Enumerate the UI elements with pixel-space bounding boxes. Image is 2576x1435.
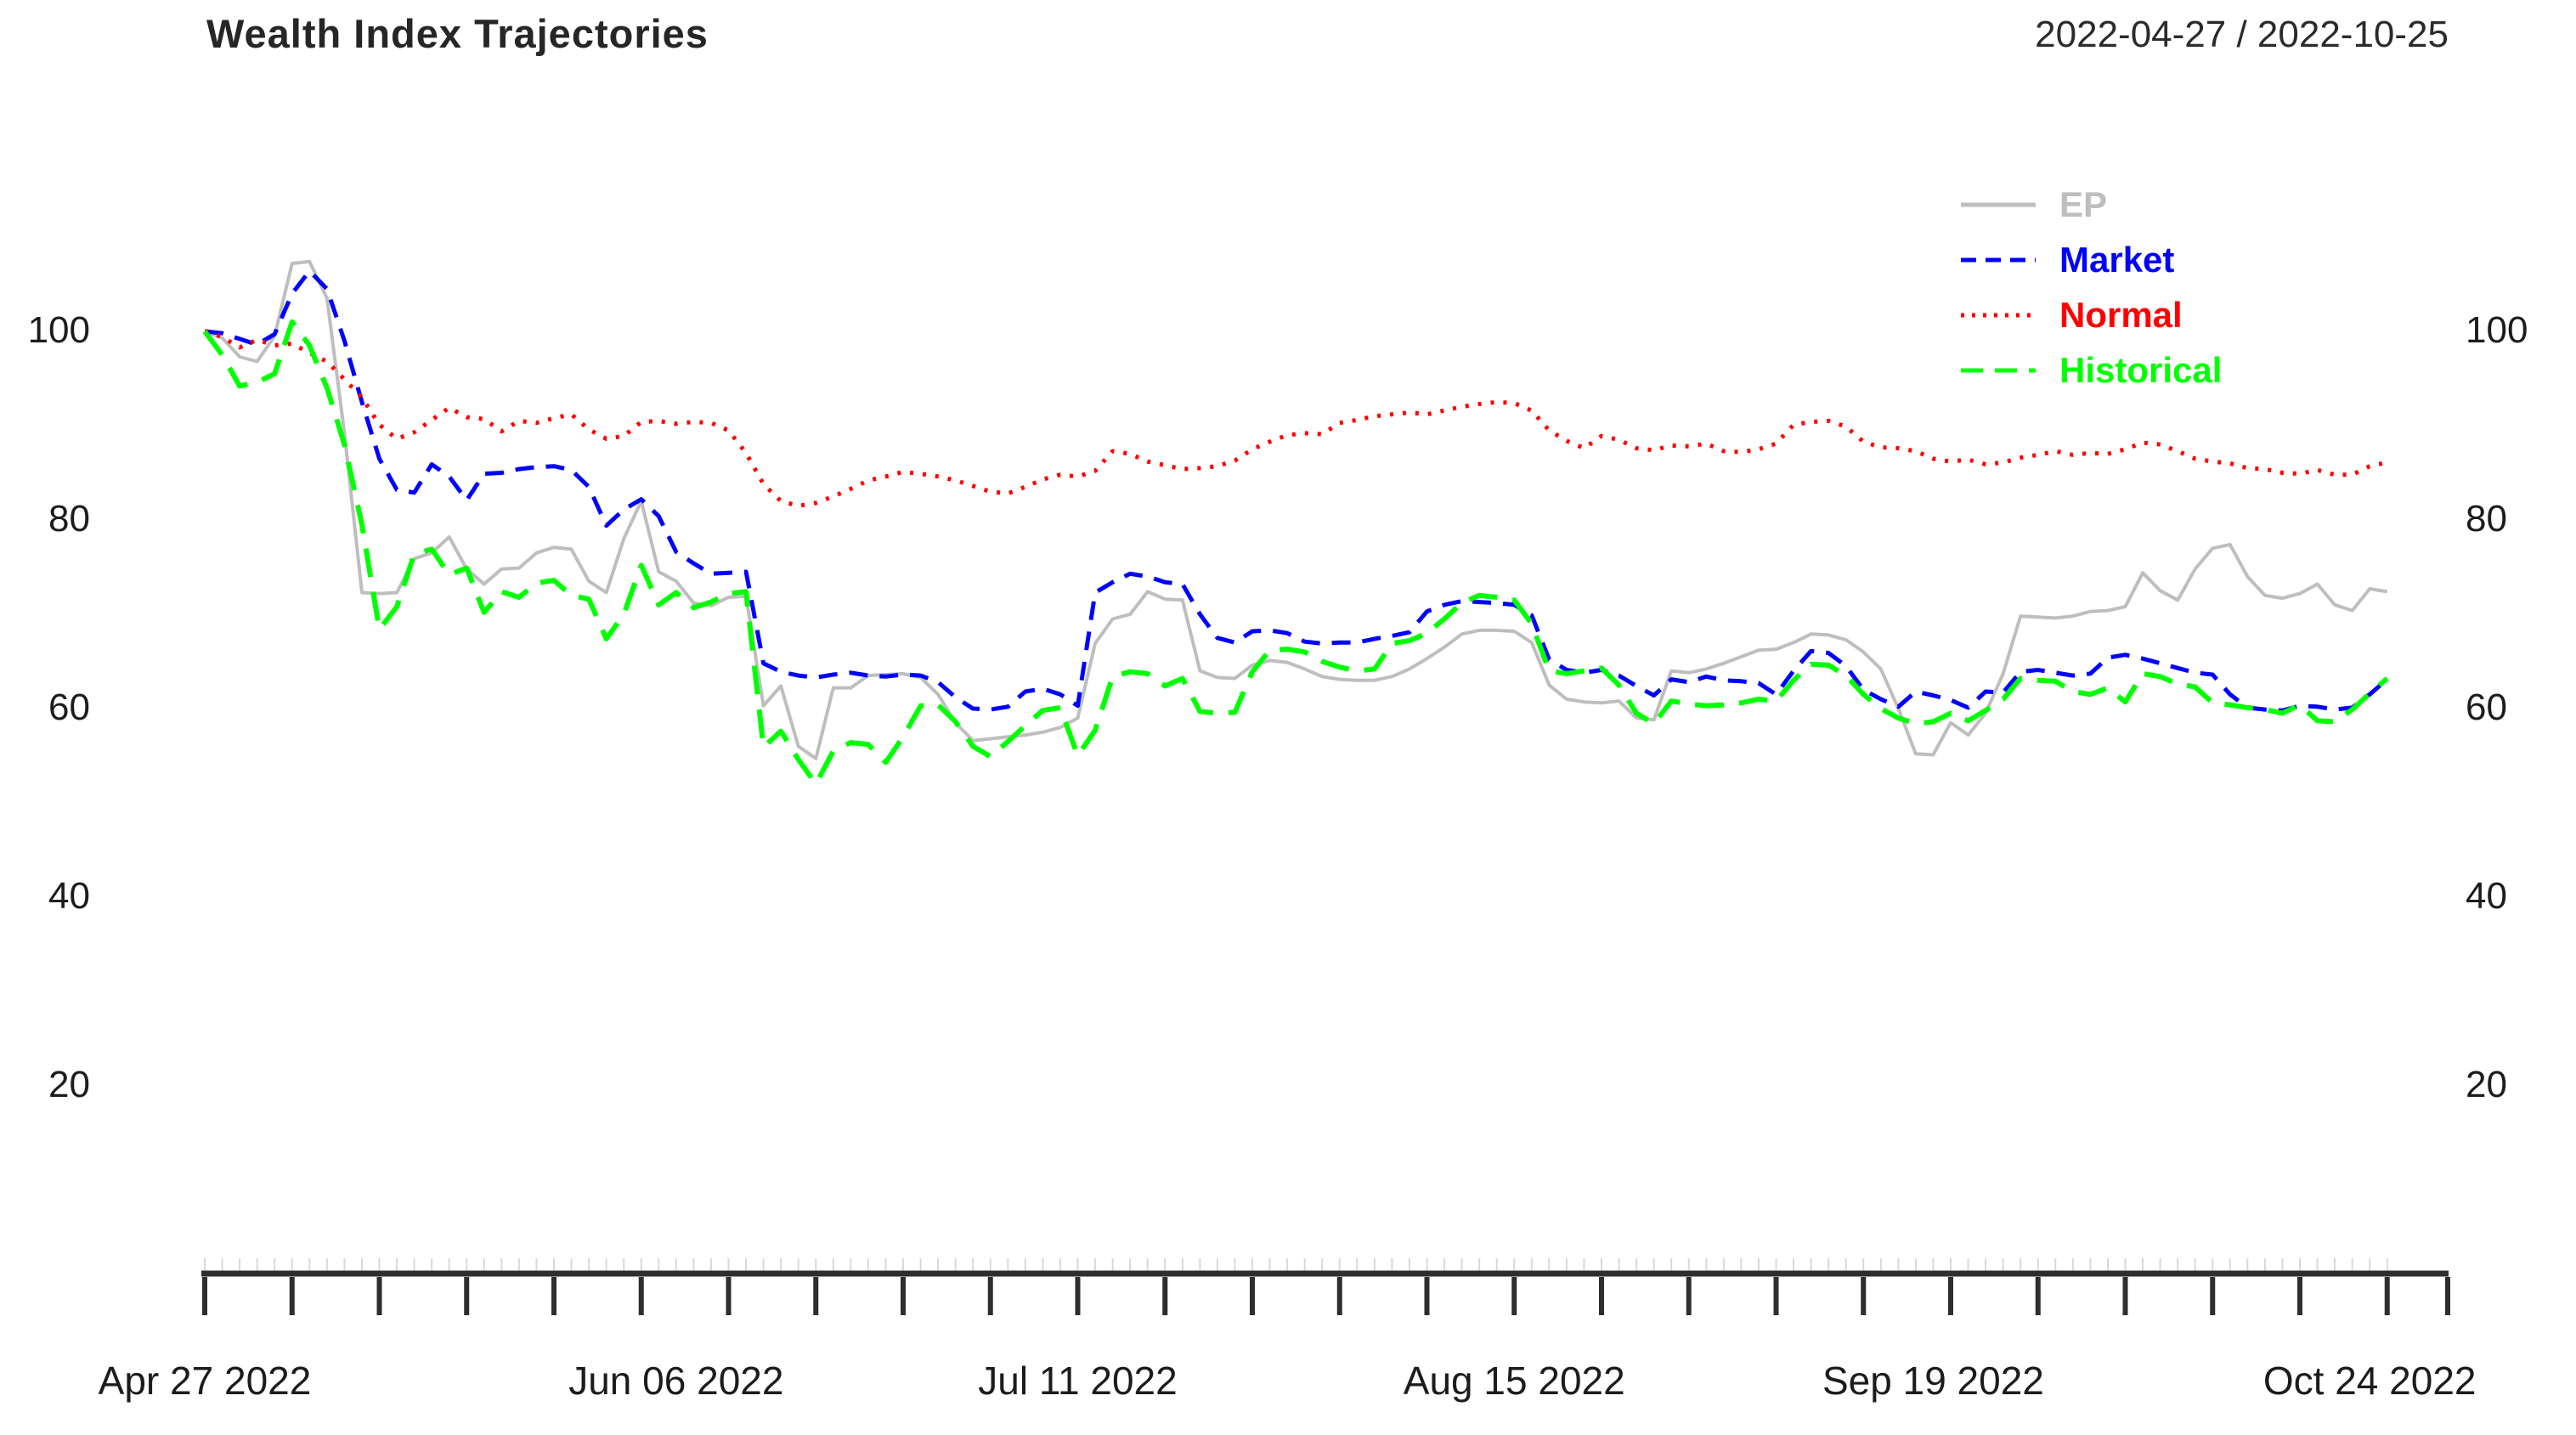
y-tick-label-right-80: 80 — [2466, 498, 2507, 540]
x-tick-label: Apr 27 2022 — [98, 1359, 312, 1403]
series-line-ep — [204, 259, 2388, 760]
legend-label: EP — [2059, 184, 2108, 224]
y-tick-label-left-100: 100 — [27, 309, 90, 351]
legend-item-historical: Historical — [1959, 342, 2222, 398]
x-tick-label: Jul 11 2022 — [978, 1359, 1178, 1403]
legend-item-ep: EP — [1959, 177, 2222, 232]
y-tick-label-left-80: 80 — [48, 498, 90, 540]
historical-line-swatch-icon — [1961, 368, 2036, 372]
legend-item-market: Market — [1959, 232, 2222, 287]
y-tick-label-right-40: 40 — [2466, 875, 2507, 917]
y-tick-label-right-60: 60 — [2466, 686, 2507, 728]
y-tick-label-right-100: 100 — [2466, 309, 2528, 351]
ep-line-swatch-icon — [1961, 202, 2036, 206]
x-tick-label: Aug 15 2022 — [1403, 1359, 1625, 1403]
market-line-swatch-icon — [1961, 257, 2036, 262]
y-tick-label-left-20: 20 — [48, 1064, 90, 1105]
y-tick-label-left-60: 60 — [48, 686, 90, 728]
legend-label: Normal — [2059, 294, 2183, 335]
legend-label: Market — [2059, 239, 2175, 280]
x-tick-label: Jun 06 2022 — [568, 1359, 784, 1403]
x-tick-label: Sep 19 2022 — [1822, 1359, 2044, 1403]
series-line-historical — [202, 319, 2389, 787]
x-tick-label: Oct 24 2022 — [2262, 1359, 2477, 1403]
legend: EP Market Normal Historical — [1959, 177, 2222, 398]
date-range-label: 2022-04-27 / 2022-10-25 — [2035, 14, 2449, 55]
y-tick-label-right-20: 20 — [2466, 1064, 2507, 1105]
page-title: Wealth Index Trajectories — [206, 11, 709, 56]
legend-label: Historical — [2059, 349, 2223, 390]
y-tick-label-left-40: 40 — [48, 875, 90, 917]
normal-line-swatch-icon — [1961, 313, 2036, 317]
legend-item-normal: Normal — [1959, 287, 2222, 342]
